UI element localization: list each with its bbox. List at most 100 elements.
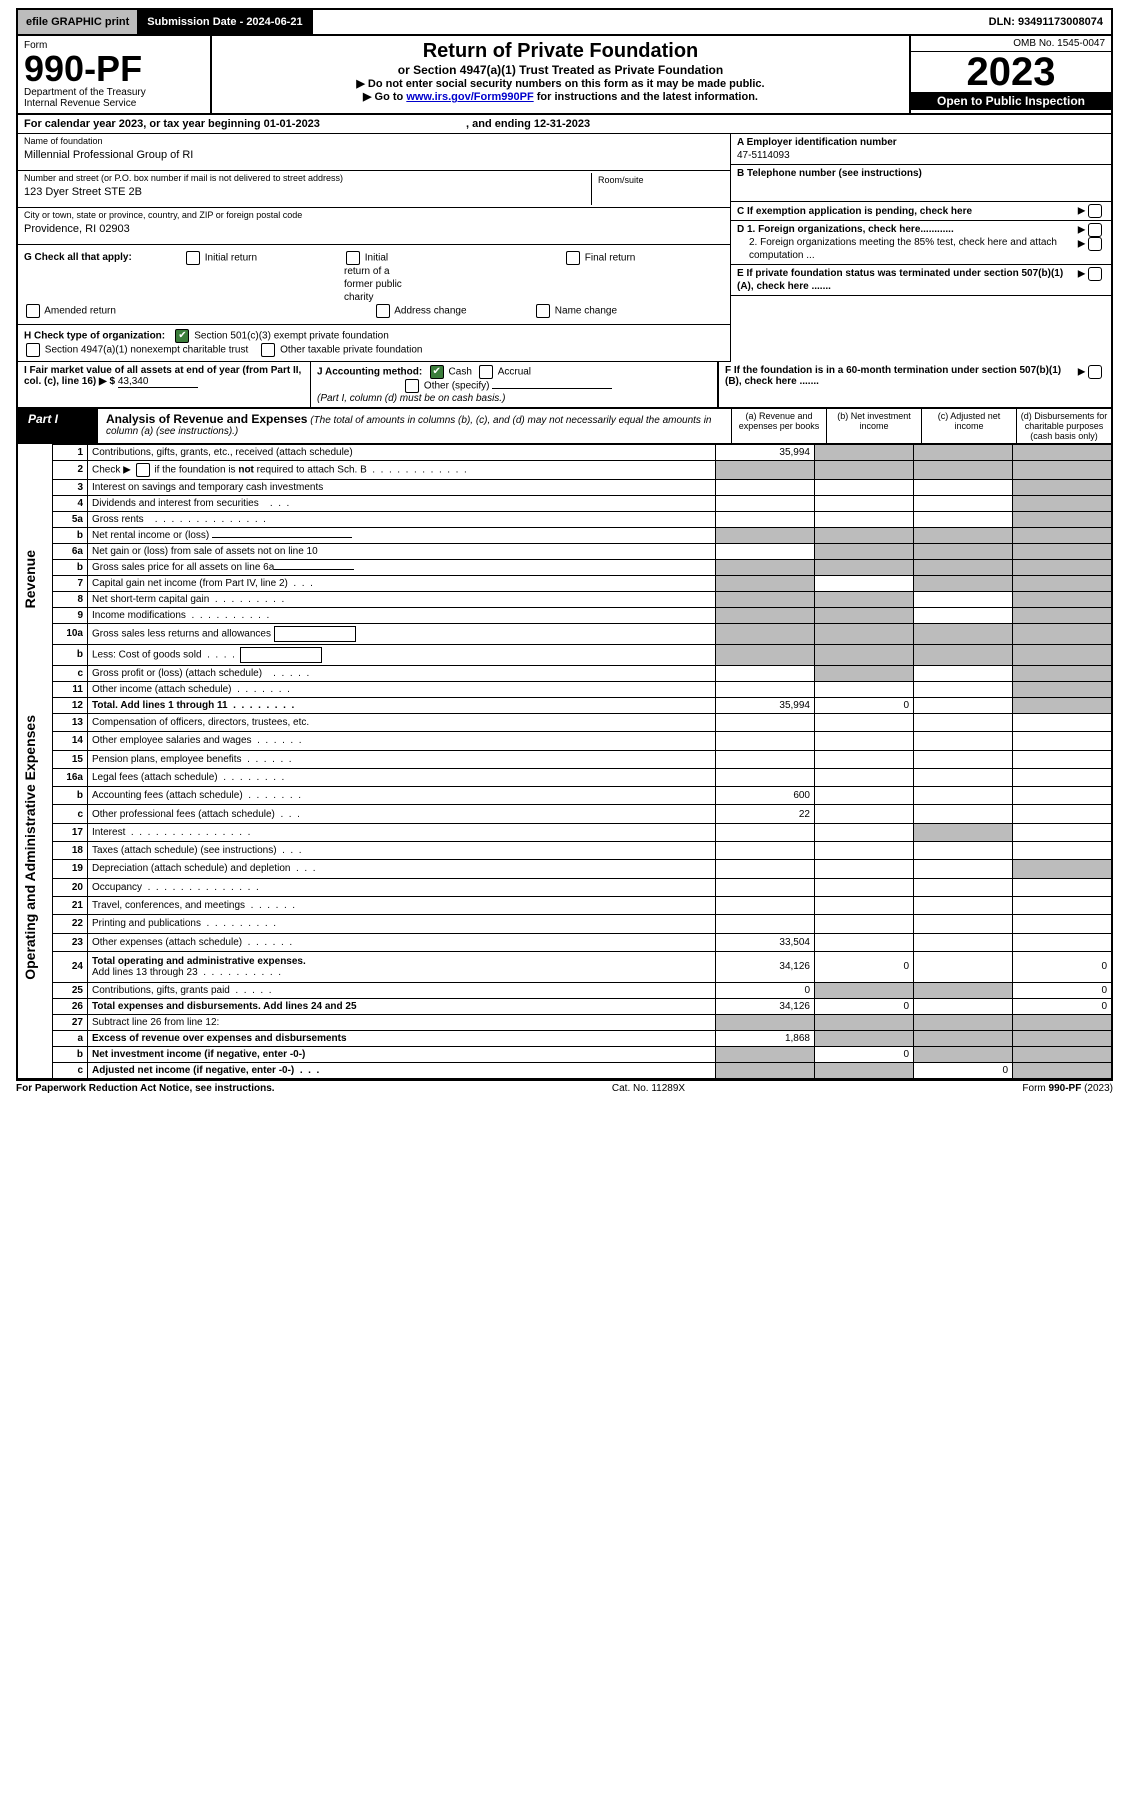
row-3: Interest on savings and temporary cash i… xyxy=(88,479,716,495)
row-6b: Gross sales price for all assets on line… xyxy=(88,559,716,575)
top-bar: efile GRAPHIC print Submission Date - 20… xyxy=(16,8,1113,36)
r27c-c: 0 xyxy=(914,1062,1013,1079)
r25-a: 0 xyxy=(716,982,815,998)
chk-501c3[interactable]: ✔ xyxy=(175,329,189,343)
r26-d: 0 xyxy=(1013,998,1113,1014)
chk-c[interactable] xyxy=(1088,204,1102,218)
chk-amended[interactable] xyxy=(26,304,40,318)
r24-a: 34,126 xyxy=(716,951,815,982)
addr-label: Number and street (or P.O. box number if… xyxy=(24,173,591,185)
a-ein: 47-5114093 xyxy=(737,149,1105,162)
submission-date: Submission Date - 2024-06-21 xyxy=(139,10,312,34)
col-b-hdr: (b) Net investment income xyxy=(826,409,921,443)
pra-notice: For Paperwork Reduction Act Notice, see … xyxy=(16,1083,275,1094)
row-10a: Gross sales less returns and allowances xyxy=(88,623,716,644)
row-5b: Net rental income or (loss) xyxy=(88,527,716,543)
row-12: Total. Add lines 1 through 11 . . . . . … xyxy=(88,697,716,713)
a-label: A Employer identification number xyxy=(737,136,1105,149)
form-footer: Form 990-PF (2023) xyxy=(1022,1083,1113,1094)
row-8: Net short-term capital gain . . . . . . … xyxy=(88,591,716,607)
row-5a: Gross rents . . . . . . . . . . . . . . xyxy=(88,511,716,527)
r27a-a: 1,868 xyxy=(716,1030,815,1046)
r1-a: 35,994 xyxy=(716,444,815,460)
row-27c: Adjusted net income (if negative, enter … xyxy=(88,1062,716,1079)
revenue-side: Revenue xyxy=(22,550,38,608)
h-4947: Section 4947(a)(1) nonexempt charitable … xyxy=(45,345,248,356)
d2-label: 2. Foreign organizations meeting the 85%… xyxy=(737,236,1075,262)
r16b-a: 600 xyxy=(716,787,815,805)
row-11: Other income (attach schedule) . . . . .… xyxy=(88,681,716,697)
j-cash: Cash xyxy=(449,367,472,378)
city-label: City or town, state or province, country… xyxy=(24,210,724,222)
r16c-a: 22 xyxy=(716,805,815,823)
open-inspection: Open to Public Inspection xyxy=(911,92,1111,110)
row-18: Taxes (attach schedule) (see instruction… xyxy=(88,842,716,860)
row-27: Subtract line 26 from line 12: xyxy=(88,1014,716,1030)
part1-header: Part I Analysis of Revenue and Expenses … xyxy=(16,409,1113,444)
row-4: Dividends and interest from securities .… xyxy=(88,495,716,511)
dln: DLN: 93491173008074 xyxy=(981,10,1111,34)
row-19: Depreciation (attach schedule) and deple… xyxy=(88,860,716,878)
chk-other-taxable[interactable] xyxy=(261,343,275,357)
row-9: Income modifications . . . . . . . . . . xyxy=(88,607,716,623)
chk-initial-former[interactable] xyxy=(346,251,360,265)
cat-no: Cat. No. 11289X xyxy=(612,1083,685,1094)
room-label: Room/suite xyxy=(598,175,718,187)
row-10c: Gross profit or (loss) (attach schedule)… xyxy=(88,665,716,681)
g-addr-change: Address change xyxy=(394,306,466,317)
instr-goto: ▶ Go to www.irs.gov/Form990PF for instru… xyxy=(222,90,899,103)
foundation-info: Name of foundation Millennial Profession… xyxy=(16,134,1113,362)
chk-other-acct[interactable] xyxy=(405,379,419,393)
chk-addr-change[interactable] xyxy=(376,304,390,318)
col-a-hdr: (a) Revenue and expenses per books xyxy=(731,409,826,443)
row-26: Total expenses and disbursements. Add li… xyxy=(88,998,716,1014)
row-14: Other employee salaries and wages . . . … xyxy=(88,732,716,750)
row-15: Pension plans, employee benefits . . . .… xyxy=(88,750,716,768)
r27b-b: 0 xyxy=(815,1046,914,1062)
c-label: C If exemption application is pending, c… xyxy=(737,205,1075,218)
chk-schb[interactable] xyxy=(136,463,150,477)
chk-d1[interactable] xyxy=(1088,223,1102,237)
col-c-hdr: (c) Adjusted net income xyxy=(921,409,1016,443)
chk-accrual[interactable] xyxy=(479,365,493,379)
row-27a: Excess of revenue over expenses and disb… xyxy=(88,1030,716,1046)
chk-4947[interactable] xyxy=(26,343,40,357)
row-1: Contributions, gifts, grants, etc., rece… xyxy=(88,444,716,460)
row-27b: Net investment income (if negative, ente… xyxy=(88,1046,716,1062)
cal-year-begin: For calendar year 2023, or tax year begi… xyxy=(24,118,320,130)
g-name-change: Name change xyxy=(555,306,617,317)
row-21: Travel, conferences, and meetings . . . … xyxy=(88,896,716,914)
chk-final[interactable] xyxy=(566,251,580,265)
chk-name-change[interactable] xyxy=(536,304,550,318)
efile-print-btn[interactable]: efile GRAPHIC print xyxy=(18,10,139,34)
tax-year: 2023 xyxy=(911,52,1111,92)
j-note: (Part I, column (d) must be on cash basi… xyxy=(317,393,505,404)
dept: Department of the Treasury xyxy=(24,87,204,98)
r24-d: 0 xyxy=(1013,951,1113,982)
r12-a: 35,994 xyxy=(716,697,815,713)
row-6a: Net gain or (loss) from sale of assets n… xyxy=(88,543,716,559)
j-accrual: Accrual xyxy=(498,367,531,378)
chk-d2[interactable] xyxy=(1088,237,1102,251)
row-22: Printing and publications . . . . . . . … xyxy=(88,915,716,933)
chk-e[interactable] xyxy=(1088,267,1102,281)
row-16c: Other professional fees (attach schedule… xyxy=(88,805,716,823)
name-label: Name of foundation xyxy=(24,136,724,148)
city-val: Providence, RI 02903 xyxy=(24,222,724,236)
return-subtitle: or Section 4947(a)(1) Trust Treated as P… xyxy=(222,63,899,77)
chk-cash[interactable]: ✔ xyxy=(430,365,444,379)
f-label: F If the foundation is in a 60-month ter… xyxy=(725,365,1075,404)
form990pf-link[interactable]: www.irs.gov/Form990PF xyxy=(406,91,533,103)
row-7: Capital gain net income (from Part IV, l… xyxy=(88,575,716,591)
cal-year-end: , and ending 12-31-2023 xyxy=(466,118,590,130)
part1-title: Analysis of Revenue and Expenses xyxy=(106,412,307,426)
row-10b: Less: Cost of goods sold . . . . xyxy=(88,644,716,665)
g-final: Final return xyxy=(585,253,636,264)
chk-f[interactable] xyxy=(1088,365,1102,379)
chk-initial-return[interactable] xyxy=(186,251,200,265)
col-d-hdr: (d) Disbursements for charitable purpose… xyxy=(1016,409,1111,443)
g-initial: Initial return xyxy=(205,253,257,264)
instr-goto-post: for instructions and the latest informat… xyxy=(534,91,758,103)
addr-val: 123 Dyer Street STE 2B xyxy=(24,185,591,199)
calendar-year: For calendar year 2023, or tax year begi… xyxy=(16,115,1113,134)
